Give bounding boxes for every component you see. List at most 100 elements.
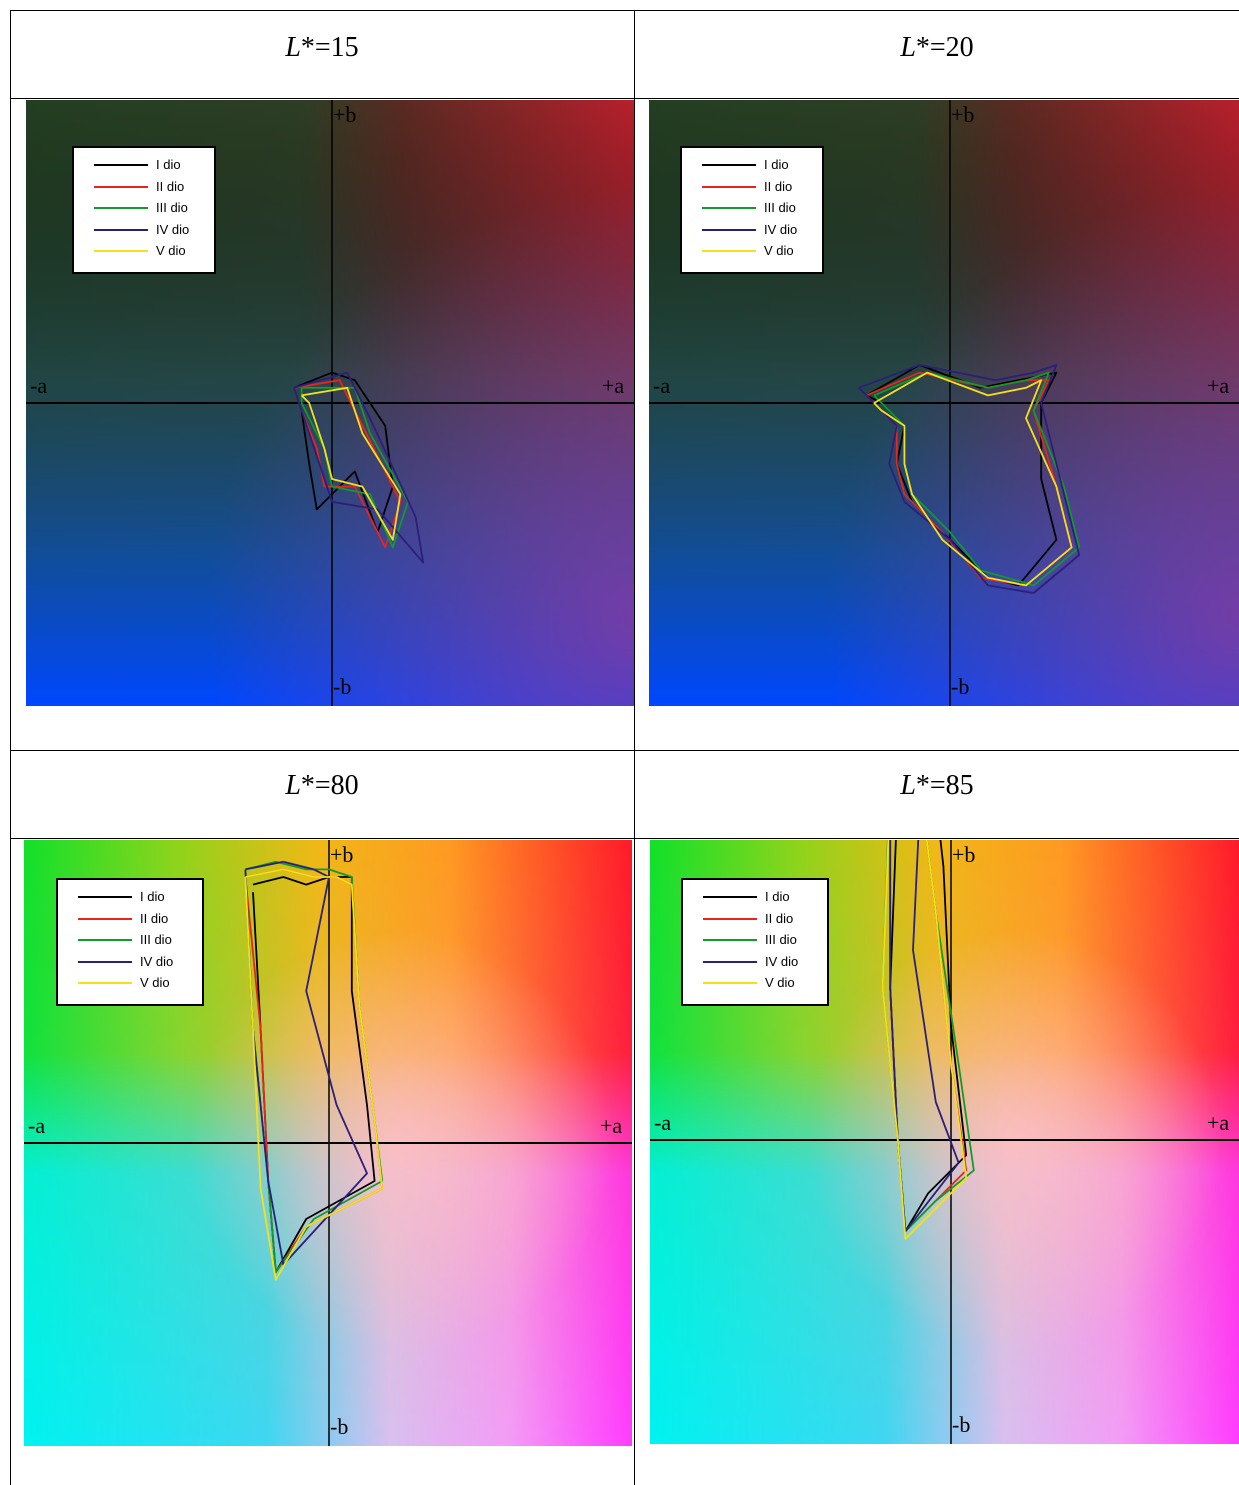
legend-item: III dio	[74, 199, 214, 217]
legend-swatch	[94, 250, 148, 252]
axis-label-minus-a: -a	[653, 373, 671, 398]
panel-title-4: L*=85	[900, 770, 974, 801]
series-line-iv-dio	[293, 371, 425, 564]
legend-swatch	[78, 917, 132, 920]
legend-label: I dio	[764, 157, 789, 172]
axis-label-plus-b: +b	[951, 102, 975, 127]
legend-swatch	[703, 917, 757, 920]
series-line-v-dio	[300, 386, 402, 541]
plot-background	[650, 840, 1239, 1444]
axis-label-plus-b: +b	[952, 842, 976, 867]
legend-label: V dio	[140, 975, 170, 990]
legend-swatch	[702, 164, 756, 166]
axis-label-minus-b: -b	[333, 674, 352, 699]
legend-item: IV dio	[74, 221, 214, 239]
table-border-middle	[634, 10, 635, 1485]
legend-swatch	[702, 228, 756, 231]
legend-swatch	[78, 896, 132, 898]
legend-item: V dio	[682, 242, 822, 260]
legend-item: II dio	[58, 910, 202, 928]
axis-label-plus-b: +b	[333, 102, 357, 127]
legend-label: IV dio	[156, 221, 190, 237]
legend-swatch	[702, 185, 756, 188]
legend-item: I dio	[58, 888, 202, 906]
legend-label: I dio	[156, 157, 181, 172]
axis-label-minus-b: -b	[951, 674, 970, 699]
legend-item: I dio	[683, 888, 827, 906]
legend-item: IV dio	[683, 953, 827, 971]
legend-swatch	[702, 250, 756, 252]
legend: I dio II dio III dio IV dio V dio	[72, 146, 216, 274]
legend: I dio II dio III dio IV dio V dio	[56, 878, 204, 1006]
legend-item: II dio	[74, 178, 214, 196]
legend-swatch	[78, 939, 132, 941]
axis-label-plus-a: +a	[1207, 1110, 1230, 1135]
legend-label: III dio	[140, 932, 172, 947]
table-border-left	[10, 10, 11, 1485]
series-line-iv-dio	[858, 364, 1081, 594]
axis-label-minus-b: -b	[330, 1414, 349, 1439]
legend-swatch	[94, 164, 148, 166]
axis-label-minus-b: -b	[952, 1412, 971, 1437]
legend-swatch	[703, 982, 757, 984]
series-line-v-dio	[881, 840, 968, 1240]
legend-item: V dio	[683, 974, 827, 992]
legend-swatch	[78, 960, 132, 963]
legend-label: V dio	[156, 243, 186, 258]
panel-title-2: L*=20	[900, 32, 974, 63]
legend-label: V dio	[764, 243, 794, 258]
legend-item: III dio	[682, 199, 822, 217]
series-line-i-dio	[865, 364, 1058, 587]
plot-foreground	[650, 840, 1239, 1444]
axis-label-plus-a: +a	[602, 373, 625, 398]
legend-item: III dio	[683, 931, 827, 949]
color-plane-plot-l80: +b -b -a +a I dio II dio III dio IV dio V dio	[24, 840, 632, 1446]
color-plane-plot-l85: +b -b -a +a I dio II dio III dio IV dio V dio	[650, 840, 1239, 1444]
axis-label-plus-a: +a	[1207, 373, 1230, 398]
table-border-top	[10, 10, 1239, 11]
legend-swatch	[703, 939, 757, 941]
legend-item: III dio	[58, 931, 202, 949]
legend-label: IV dio	[764, 221, 798, 237]
legend-swatch	[94, 185, 148, 188]
series-line-iii-dio	[881, 840, 975, 1233]
plot-foreground	[26, 100, 634, 706]
color-plane-plot-l20: +b -b -a +a I dio II dio III dio IV dio V dio	[649, 100, 1239, 706]
axis-label-minus-a: -a	[654, 1110, 672, 1135]
axis-label-plus-a: +a	[600, 1113, 623, 1138]
series-line-iv-dio	[244, 860, 368, 1266]
legend-swatch	[702, 207, 756, 209]
legend-item: IV dio	[58, 953, 202, 971]
legend-swatch	[703, 896, 757, 898]
axis-label-plus-b: +b	[330, 842, 354, 867]
axis-label-minus-a: -a	[30, 373, 48, 398]
legend-swatch	[94, 207, 148, 209]
series-line-i-dio	[293, 371, 394, 534]
legend-swatch	[78, 982, 132, 984]
plot-foreground	[649, 100, 1239, 706]
axis-label-minus-a: -a	[28, 1113, 46, 1138]
panel-title-3: L*=80	[285, 770, 359, 801]
legend-label: I dio	[765, 889, 790, 904]
color-plane-plot-l15: +b -b -a +a I dio II dio III dio IV dio V dio	[26, 100, 634, 706]
legend-label: II dio	[764, 178, 793, 194]
table-row-divider-1	[10, 98, 1239, 99]
legend-label: III dio	[764, 200, 796, 215]
legend-label: II dio	[765, 910, 794, 926]
legend-swatch	[703, 960, 757, 963]
legend-label: I dio	[140, 889, 165, 904]
legend-label: III dio	[156, 200, 188, 215]
legend-label: V dio	[765, 975, 795, 990]
legend-item: II dio	[682, 178, 822, 196]
legend-label: III dio	[765, 932, 797, 947]
legend-label: II dio	[156, 178, 185, 194]
legend-label: IV dio	[140, 953, 174, 969]
legend-item: I dio	[74, 156, 214, 174]
legend-swatch	[94, 228, 148, 231]
series-line-v-dio	[873, 371, 1073, 587]
legend-label: IV dio	[765, 953, 799, 969]
series-line-iii-dio	[873, 371, 1081, 587]
legend: I dio II dio III dio IV dio V dio	[681, 878, 829, 1006]
legend-item: V dio	[74, 242, 214, 260]
series-line-ii-dio	[293, 379, 402, 549]
